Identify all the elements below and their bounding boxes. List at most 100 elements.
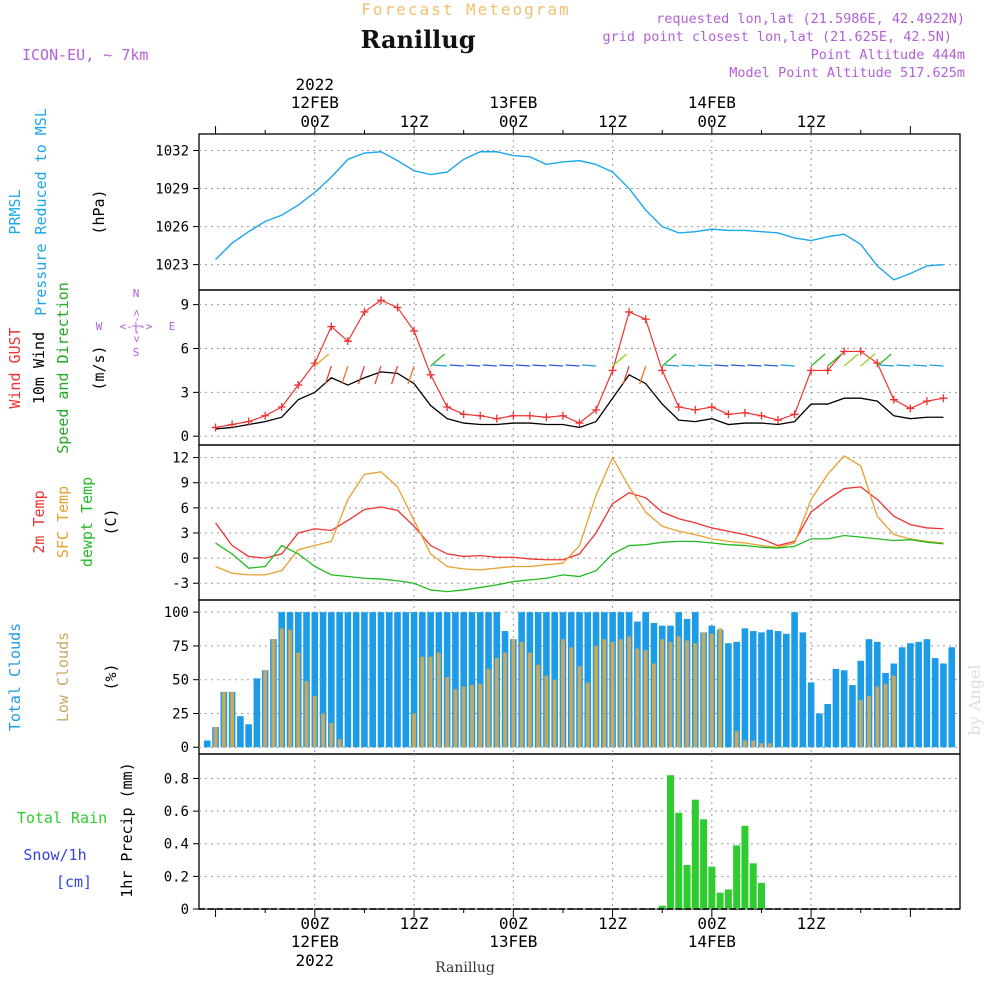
xaxis-top-label: 13FEB: [489, 93, 537, 112]
ytick-label: 3: [181, 526, 189, 542]
wind-direction-arrow: [482, 364, 497, 367]
ytick-label: 50: [172, 673, 189, 689]
wind-direction-arrow: [622, 365, 630, 385]
wind-direction-arrow: [827, 353, 843, 367]
temp-line-2: [215, 534, 944, 593]
info-line-1: requested lon,lat (21.5986E, 42.4922N): [656, 11, 965, 27]
gust-marker: [740, 408, 749, 417]
temp-axis-label: 2m Temp: [30, 490, 48, 553]
wind-direction-arrow: [747, 364, 762, 367]
low-cloud-bar: [751, 740, 756, 748]
ytick-label: 25: [172, 706, 189, 722]
gust-marker: [641, 315, 650, 324]
total-cloud-bar: [849, 685, 856, 748]
compass-e: E: [169, 320, 176, 333]
gust-marker: [509, 411, 518, 420]
compass-w: W: [96, 320, 103, 333]
ytick-label: 100: [164, 605, 189, 621]
wind-direction-arrow: [843, 353, 859, 367]
low-cloud-bar: [329, 722, 334, 748]
wind-direction-arrow: [449, 364, 464, 367]
cloud-axis-label: (%): [102, 663, 120, 690]
low-cloud-bar: [412, 713, 416, 748]
total-cloud-bar: [361, 612, 368, 748]
total-cloud-bar: [840, 670, 848, 748]
total-cloud-bar: [807, 682, 815, 748]
gust-marker: [922, 397, 931, 406]
low-cloud-bar: [461, 686, 466, 748]
wind-direction-arrow: [896, 364, 911, 367]
low-cloud-bar: [569, 647, 574, 748]
total-cloud-bar: [369, 612, 377, 748]
low-cloud-bar: [602, 639, 607, 748]
total-cloud-bar: [725, 643, 732, 748]
pressure-axis-label: PRMSL: [6, 189, 24, 234]
gust-marker: [426, 370, 435, 379]
low-cloud-bar: [668, 641, 673, 748]
top-title: Forecast Meteogram: [361, 0, 570, 19]
ytick-label: 0.8: [164, 771, 189, 787]
low-cloud-bar: [494, 658, 499, 748]
wind-direction-arrow: [466, 364, 481, 367]
ytick-label: 0: [181, 902, 189, 918]
temp-line-0: [215, 486, 944, 561]
gust-marker: [889, 395, 898, 404]
low-cloud-bar: [436, 652, 441, 748]
ytick-label: 9: [181, 476, 189, 492]
wind-direction-arrow: [810, 353, 826, 367]
xaxis-bottom-label: 12Z: [797, 914, 826, 933]
low-cloud-bar: [321, 713, 325, 748]
total-cloud-bar: [948, 647, 956, 748]
xaxis-bottom-label: 13FEB: [489, 932, 537, 951]
total-cloud-bar: [452, 612, 459, 748]
xaxis-bottom-label: 12Z: [400, 914, 429, 933]
ytick-label: 75: [172, 639, 189, 655]
ytick-label: 6: [181, 341, 189, 357]
wind-direction-arrow: [912, 364, 927, 367]
snow-unit-label: [cm]: [56, 873, 92, 891]
total-cloud-bar: [468, 612, 476, 748]
watermark: by Angel: [965, 664, 984, 735]
wind-direction-arrow: [499, 364, 514, 367]
low-cloud-bar: [685, 640, 689, 748]
model-label: ICON-EU, ~ 7km: [22, 46, 148, 64]
xaxis-top-label: 12Z: [797, 112, 826, 131]
cloud-axis-label: Total Clouds: [6, 623, 24, 731]
ytick-label: 0: [181, 740, 189, 756]
total-cloud-bar: [733, 641, 740, 748]
low-cloud-bar: [743, 740, 747, 748]
temp-axis-label: (C): [102, 508, 120, 535]
low-cloud-bar: [428, 656, 433, 748]
compass-arrow: <-|->: [119, 320, 152, 333]
ytick-label: 0: [181, 429, 189, 445]
gust-marker: [211, 423, 220, 432]
gust-marker: [525, 411, 534, 420]
xaxis-bottom-label: 00Z: [300, 914, 329, 933]
wind-direction-arrow: [324, 365, 332, 385]
low-cloud-bar: [734, 731, 739, 748]
xaxis-top-label: 12FEB: [291, 93, 339, 112]
total-cloud-bar: [824, 704, 831, 748]
ytick-label: 9: [181, 298, 189, 314]
low-cloud-bar: [718, 628, 723, 748]
ytick-label: 0: [181, 551, 189, 567]
rain-bar: [708, 866, 716, 909]
low-cloud-bar: [304, 681, 309, 748]
low-cloud-bar: [544, 675, 549, 748]
low-cloud-bar: [618, 639, 623, 748]
low-cloud-bar: [478, 683, 483, 748]
wind-direction-arrow: [407, 365, 415, 385]
info-line-4: Model Point Altitude 517.625m: [729, 65, 965, 81]
gust-marker: [575, 419, 584, 428]
panel-frame-pressure: [198, 133, 961, 291]
total-cloud-bar: [865, 639, 873, 748]
total-cloud-bar: [237, 716, 244, 748]
gust-marker: [228, 420, 237, 429]
gust-marker: [459, 410, 468, 419]
wind-axis-label: Wind GUST: [6, 327, 24, 408]
gust-marker: [840, 347, 849, 356]
low-cloud-bar: [263, 670, 268, 748]
rain-label: Total Rain: [17, 809, 107, 827]
gust-marker: [823, 366, 832, 375]
gust-marker: [376, 296, 385, 305]
